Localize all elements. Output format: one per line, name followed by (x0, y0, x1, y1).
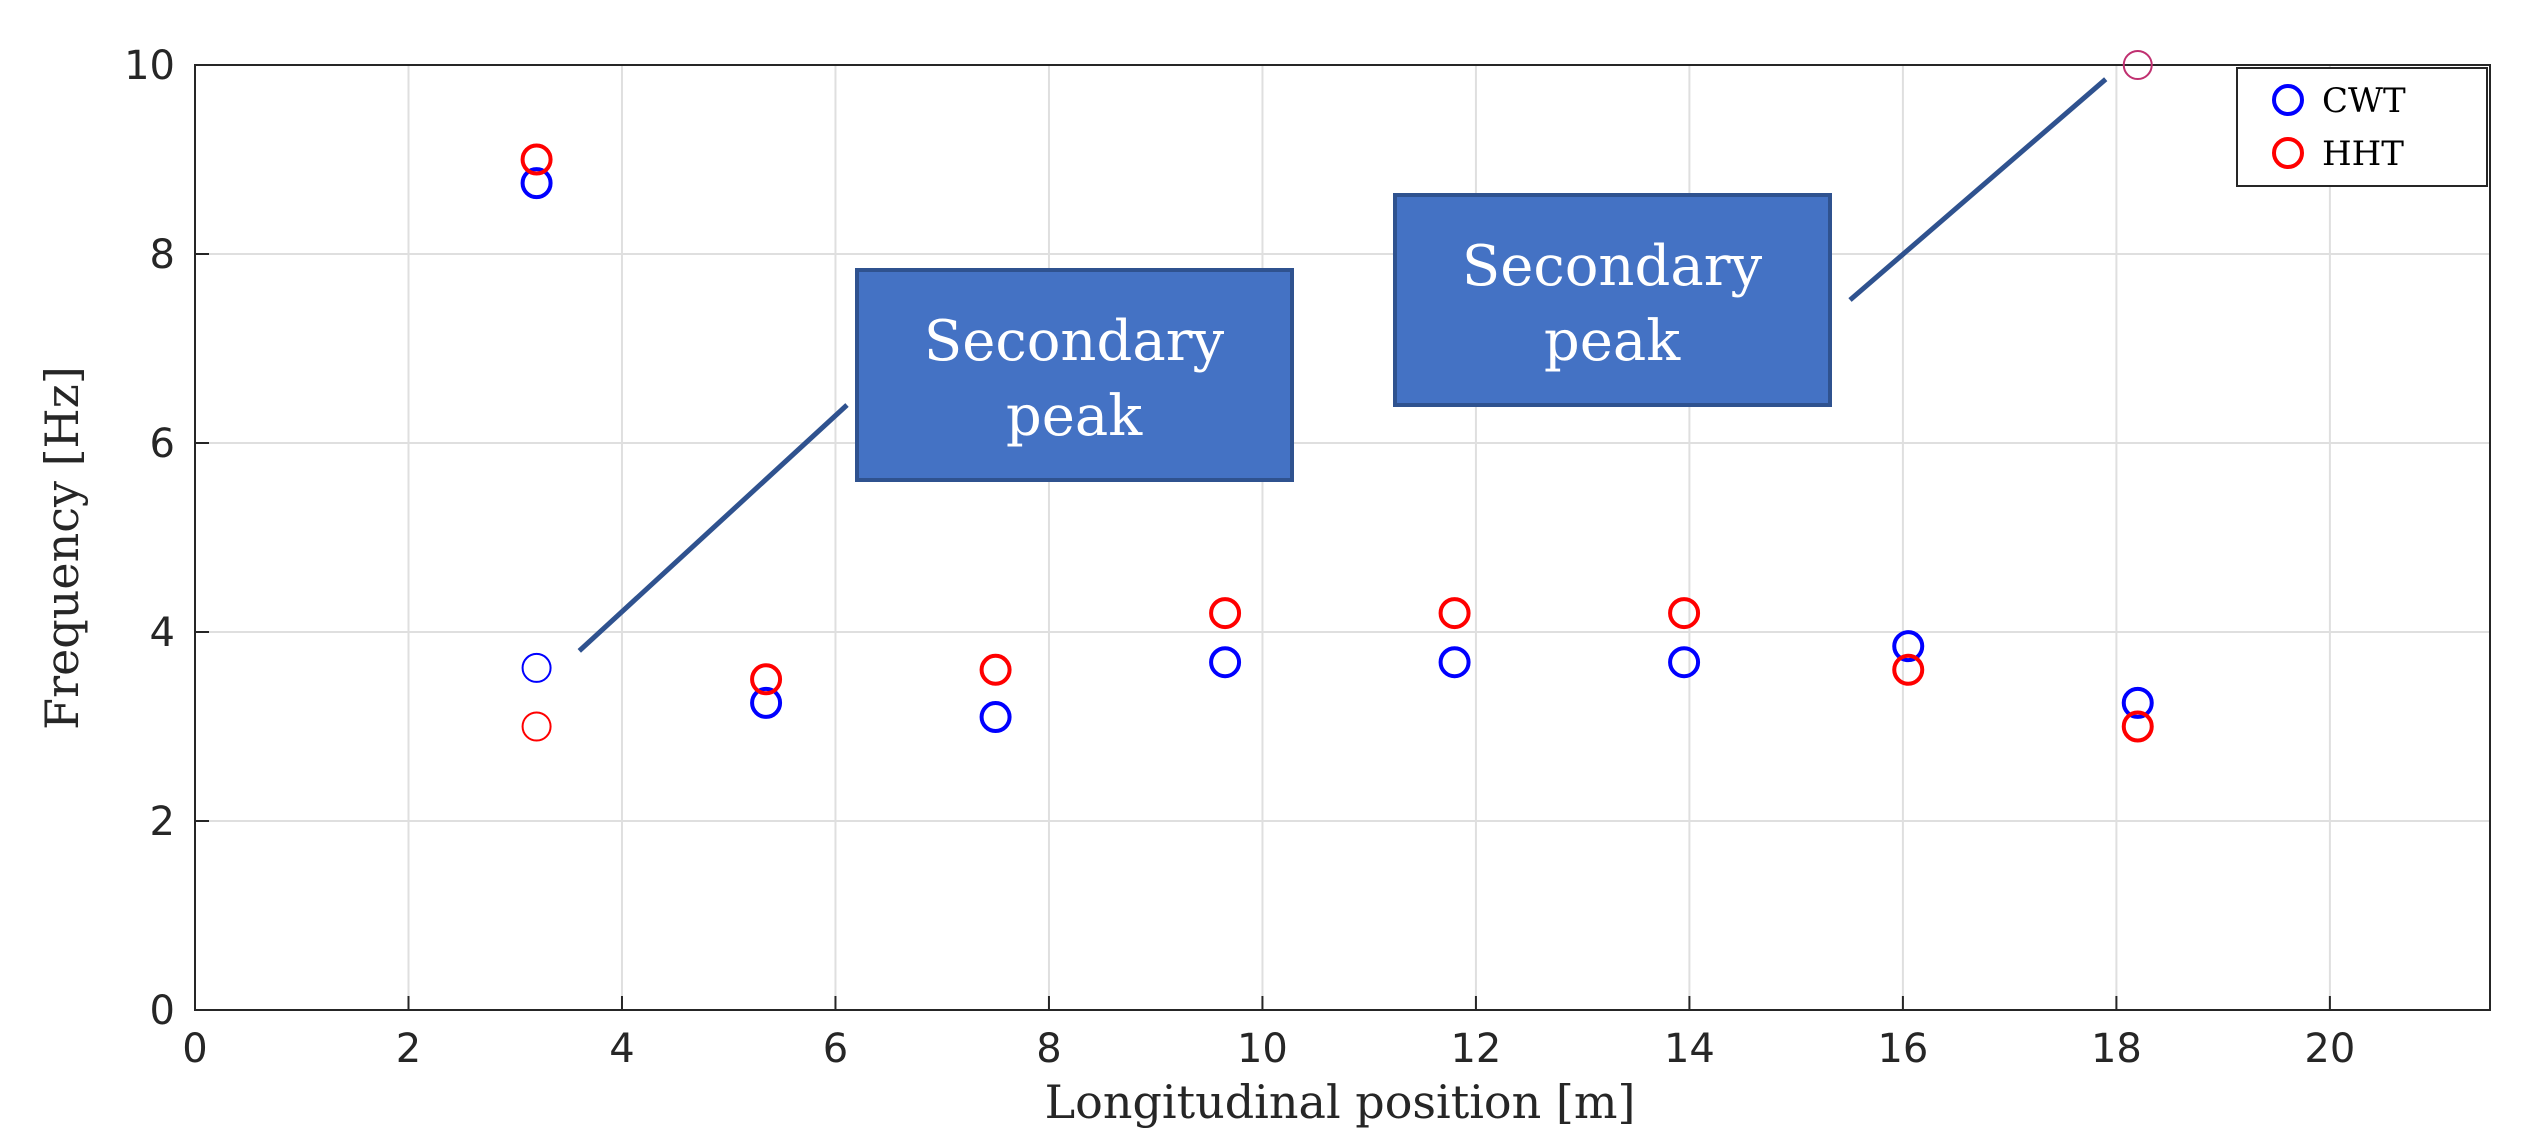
hht-point (750, 663, 783, 696)
x-tick-label: 18 (2091, 1026, 2142, 1072)
x-tick-label: 20 (2304, 1026, 2355, 1072)
x-axis-label: Longitudinal position [m] (1045, 1075, 1636, 1129)
hht-point (2121, 710, 2154, 743)
annotation-1-arrow (577, 403, 849, 653)
legend-label-hht: HHT (2322, 134, 2404, 174)
x-tick-label: 4 (609, 1026, 634, 1072)
annotation-1-box (855, 268, 1294, 482)
x-tick-label: 8 (1036, 1026, 1061, 1072)
cwt-point (520, 167, 553, 200)
data-points (520, 50, 2154, 743)
hht-point (1892, 653, 1925, 686)
annotation-1-line2: peak (1006, 384, 1143, 449)
annotation-2-box (1393, 193, 1832, 407)
y-tick-label: 8 (150, 232, 175, 278)
x-tick-label: 12 (1450, 1026, 1501, 1072)
hht-point (979, 653, 1012, 686)
y-tick-label: 0 (150, 988, 175, 1034)
legend-label-cwt: CWT (2322, 81, 2406, 121)
cwt-point (1209, 646, 1242, 679)
secondary-peak-point (521, 711, 552, 742)
y-tick-label: 4 (150, 610, 175, 656)
y-tick-label: 10 (124, 43, 175, 89)
annotation-2: Secondary peak (1393, 193, 1832, 407)
cwt-point (979, 701, 1012, 734)
legend-marker-hht (2272, 137, 2304, 169)
secondary-peak-point (2122, 50, 2153, 80)
axis-ticks: 0 2 4 6 8 10 12 14 16 18 20 0 2 4 6 8 10 (124, 43, 2355, 1072)
x-tick-label: 6 (823, 1026, 848, 1072)
y-tick-label: 2 (150, 799, 175, 845)
x-tick-label: 2 (396, 1026, 421, 1072)
cwt-point (2121, 686, 2154, 719)
annotation-2-arrow (1848, 77, 2108, 302)
annotation-2-line1: Secondary (1462, 234, 1763, 299)
cwt-point (750, 686, 783, 719)
cwt-point (1438, 646, 1471, 679)
y-axis-label: Frequency [Hz] (35, 366, 89, 730)
hht-point (1438, 597, 1471, 630)
x-tick-label: 16 (1877, 1026, 1928, 1072)
secondary-peak-point (521, 652, 552, 683)
hht-point (1209, 597, 1242, 630)
annotation-1-line1: Secondary (924, 309, 1225, 374)
cwt-point (1668, 646, 1701, 679)
cwt-point (1892, 630, 1925, 663)
y-tick-label: 6 (150, 421, 175, 467)
x-tick-label: 0 (182, 1026, 207, 1072)
hht-point (520, 143, 553, 176)
plot-area (195, 65, 2490, 1010)
annotation-2-line2: peak (1544, 309, 1681, 374)
legend-marker-cwt (2272, 84, 2304, 116)
plot-frame (194, 64, 2491, 1011)
x-tick-label: 10 (1237, 1026, 1288, 1072)
x-tick-label: 14 (1664, 1026, 1715, 1072)
annotation-1: Secondary peak (855, 268, 1294, 482)
legend: CWT HHT (2236, 67, 2488, 187)
hht-point (1668, 597, 1701, 630)
